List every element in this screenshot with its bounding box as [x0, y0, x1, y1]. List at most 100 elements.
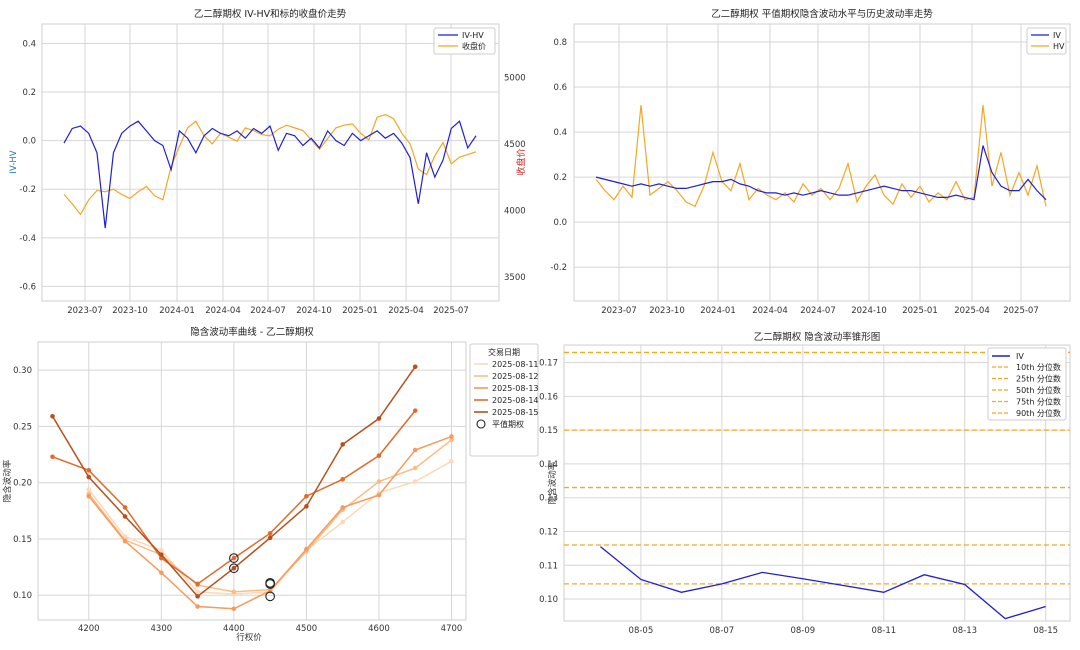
- series-lines: [564, 351, 1070, 620]
- series-point: [449, 434, 454, 439]
- series-point: [195, 581, 200, 587]
- x-tick-label: 4300: [151, 624, 173, 634]
- plot-frame: [37, 341, 467, 621]
- x-tick-label: 08-15: [1033, 626, 1058, 636]
- legend-label-atm: 平值期权: [492, 419, 524, 429]
- legend-swatch-atm: [476, 419, 486, 429]
- series-point: [304, 546, 309, 552]
- x-ticks: 2023-07 2023-10 2024-01 2024-04 2024-07 2024-…: [67, 306, 469, 316]
- chart-title: 乙二醇期权 平值期权隐含波动水平与历史波动率走势: [711, 8, 933, 20]
- series-point: [231, 606, 237, 612]
- y-tick-label: 0.2: [22, 88, 36, 98]
- grid: [574, 24, 1070, 301]
- series-point: [50, 413, 55, 419]
- x-tick-label: 2024-10: [851, 306, 887, 316]
- x-tick-label: 4200: [78, 624, 100, 634]
- y2-ticks: 3500 4000 4500 5000: [504, 73, 526, 283]
- y-tick-label: 0.10: [13, 591, 32, 601]
- series-point: [340, 505, 345, 510]
- legend-label: 2025-08-14: [492, 396, 539, 405]
- legend-label-percentile: 50th 分位数: [1016, 385, 1061, 395]
- x-tick-label: 4400: [223, 624, 245, 634]
- legend-title: 交易日期: [488, 347, 520, 357]
- x-ticks: 2023-07 2023-10 2024-01 2024-04 2024-07 2024-…: [601, 306, 1039, 316]
- series-point: [86, 487, 92, 492]
- series-point: [376, 492, 382, 498]
- x-tick-label: 2024-07: [250, 306, 286, 316]
- x-tick-label: 2024-10: [296, 306, 332, 316]
- y-tick-label: -0.4: [19, 234, 36, 244]
- y-tick-label: 0.8: [553, 38, 567, 48]
- series-lines: [63, 113, 477, 229]
- x-tick-label: 2024-04: [205, 306, 241, 316]
- series-line-iv-hv: [63, 120, 477, 229]
- plot-frame: [563, 344, 1071, 622]
- y-tick-label: 0.15: [13, 535, 32, 545]
- series-point: [122, 505, 128, 510]
- y-ticks: -0.2 0.0 0.2 0.4 0.6 0.8: [550, 38, 567, 273]
- legend-label-percentile: 25th 分位数: [1016, 374, 1061, 384]
- x-tick-label: 2024-04: [752, 306, 788, 316]
- y-tick-label: -0.6: [19, 282, 36, 292]
- y2-tick-label: 3500: [504, 273, 526, 283]
- legend-label-percentile: 75th 分位数: [1016, 397, 1061, 407]
- x-tick-label: 2024-07: [800, 306, 836, 316]
- x-tick-label: 4500: [296, 624, 318, 634]
- series-point: [159, 570, 164, 576]
- y-tick-label: 0.4: [553, 128, 567, 138]
- y-tick-label: 0.25: [13, 422, 32, 432]
- legend: IV HV: [1026, 27, 1067, 55]
- series-line-iv: [600, 546, 1046, 620]
- y-tick-label: 0.16: [539, 392, 558, 402]
- x-tick-label: 2023-10: [112, 306, 148, 316]
- y2-tick-label: 4500: [504, 140, 526, 150]
- legend: 交易日期 2025-08-112025-08-122025-08-132025-…: [469, 343, 539, 457]
- x-tick-label: 2025-07: [433, 306, 469, 316]
- atm-marker: [229, 553, 239, 563]
- series-point: [231, 555, 237, 561]
- legend-label-close: 收盘价: [462, 41, 486, 51]
- series-point: [340, 519, 345, 525]
- series-point: [376, 453, 382, 458]
- y-tick-label: 0.10: [539, 595, 558, 605]
- series-lines: [595, 105, 1047, 208]
- series-point: [412, 479, 418, 484]
- atm-marker: [265, 591, 275, 602]
- x-ticks: 08-05 08-07 08-09 08-11 08-13 08-15: [629, 626, 1059, 636]
- x-tick-label: 08-07: [710, 626, 735, 636]
- series-point: [412, 465, 418, 471]
- series-lines: [50, 364, 454, 612]
- y-tick-label: 0.2: [553, 173, 567, 183]
- x-tick-label: 08-13: [952, 626, 977, 636]
- x-tick-label: 08-11: [871, 626, 896, 636]
- series-point: [412, 408, 418, 413]
- y-ticks: -0.6 -0.4 -0.2 0.0 0.2 0.4: [19, 39, 36, 292]
- series-line-iv: [595, 145, 1047, 201]
- series-point: [412, 447, 418, 453]
- legend-label: 2025-08-13: [492, 384, 539, 393]
- x-tick-label: 2025-01: [342, 306, 378, 316]
- series-point: [376, 479, 382, 484]
- legend-items: 2025-08-11 2025-08-12 2025-08-13 2025-08-14…: [474, 360, 539, 429]
- y-tick-label: 0.17: [539, 359, 558, 369]
- y-ticks: 0.10 0.15 0.20 0.25 0.30: [13, 366, 32, 601]
- series-point: [122, 538, 128, 544]
- series-line-close: [63, 113, 477, 216]
- series-point: [340, 442, 345, 447]
- atm-marker: [229, 563, 239, 574]
- y-tick-label: 0.6: [553, 83, 567, 93]
- plot-frame: [573, 23, 1071, 302]
- x-tick-label: 4700: [441, 624, 463, 634]
- x-tick-label: 2023-10: [649, 306, 685, 316]
- x-tick-label: 2023-07: [601, 306, 637, 316]
- y-tick-label: 0.14: [539, 460, 558, 470]
- y-tick-label: 0.4: [22, 39, 36, 49]
- series-point: [86, 468, 92, 473]
- chart-title: 乙二醇期权 IV-HV和标的收盘价走势: [194, 8, 347, 20]
- y-ticks: 0.10 0.11 0.12 0.13 0.14 0.15 0.16 0.17: [539, 359, 558, 605]
- y-tick-label: 0.30: [13, 366, 32, 376]
- y2-axis-label: 收盘价: [515, 148, 527, 175]
